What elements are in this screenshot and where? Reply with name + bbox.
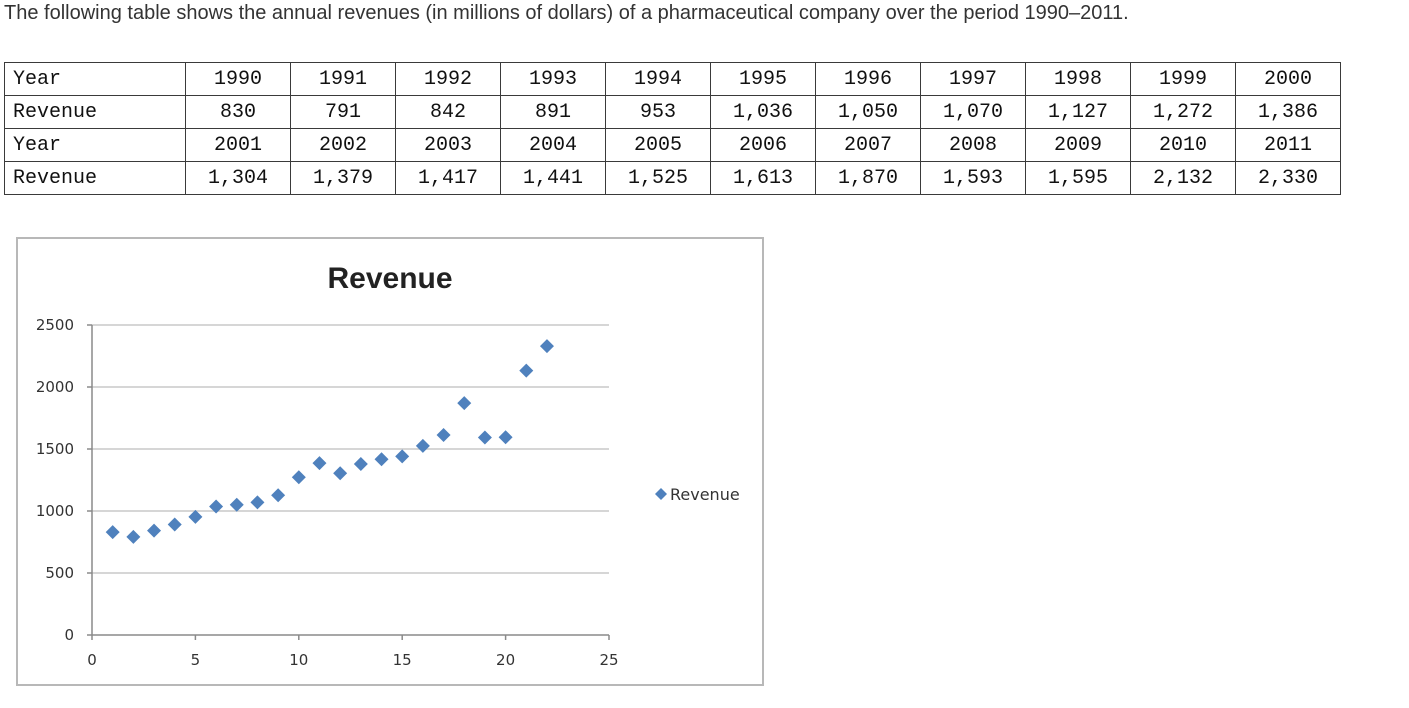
data-point bbox=[105, 525, 120, 540]
y-tick-label: 2000 bbox=[36, 378, 74, 396]
row-label: Revenue bbox=[4, 161, 186, 195]
data-point bbox=[374, 452, 389, 467]
table-cell: 1,304 bbox=[185, 161, 291, 195]
table-cell: 1,379 bbox=[290, 161, 396, 195]
table-cell: 2003 bbox=[395, 128, 501, 162]
data-point bbox=[209, 499, 224, 514]
table-cell: 1,593 bbox=[920, 161, 1026, 195]
table-cell: 1,417 bbox=[395, 161, 501, 195]
table-cell: 1991 bbox=[290, 62, 396, 96]
row-label: Year bbox=[4, 62, 186, 96]
table-cell: 1992 bbox=[395, 62, 501, 96]
x-tick-label: 25 bbox=[599, 651, 618, 669]
data-point bbox=[333, 466, 348, 481]
row-label: Revenue bbox=[4, 95, 186, 129]
data-point bbox=[188, 509, 203, 524]
table-cell: 1,525 bbox=[605, 161, 711, 195]
table-cell: 2001 bbox=[185, 128, 291, 162]
table-cell: 2005 bbox=[605, 128, 711, 162]
table-cell: 1,070 bbox=[920, 95, 1026, 129]
table-cell: 1990 bbox=[185, 62, 291, 96]
data-point bbox=[353, 457, 368, 472]
table-cell: 891 bbox=[500, 95, 606, 129]
data-point bbox=[498, 430, 513, 445]
x-tick-label: 20 bbox=[496, 651, 515, 669]
table-cell: 953 bbox=[605, 95, 711, 129]
table-cell: 1,441 bbox=[500, 161, 606, 195]
legend-label: Revenue bbox=[670, 485, 740, 504]
table-cell: 1999 bbox=[1130, 62, 1236, 96]
table-cell: 2,132 bbox=[1130, 161, 1236, 195]
y-tick-label: 1500 bbox=[36, 440, 74, 458]
table-cell: 2004 bbox=[500, 128, 606, 162]
table-row: Revenue 830 791 842 891 953 1,036 1,050 1,070 1,1… bbox=[4, 95, 1341, 129]
table-row: Revenue 1,304 1,379 1,417 1,441 1,525 1,613 1,8… bbox=[4, 161, 1341, 195]
data-point bbox=[395, 449, 410, 464]
table-cell: 1997 bbox=[920, 62, 1026, 96]
data-point bbox=[229, 497, 244, 512]
x-tick-label: 15 bbox=[393, 651, 412, 669]
table-cell: 1996 bbox=[815, 62, 921, 96]
table-cell: 2002 bbox=[290, 128, 396, 162]
table-cell: 2000 bbox=[1235, 62, 1341, 96]
table-cell: 1995 bbox=[710, 62, 816, 96]
table-cell: 1,595 bbox=[1025, 161, 1131, 195]
revenue-chart: 0 500 1000 1500 2000 2500 0 5 10 15 20 25 Revenue Rev… bbox=[16, 237, 764, 686]
table-cell: 1993 bbox=[500, 62, 606, 96]
data-point bbox=[519, 363, 534, 378]
x-tick-label: 0 bbox=[87, 651, 97, 669]
table-cell: 791 bbox=[290, 95, 396, 129]
table-cell: 1,036 bbox=[710, 95, 816, 129]
table-cell: 1,127 bbox=[1025, 95, 1131, 129]
data-point bbox=[477, 430, 492, 445]
x-tick-label: 10 bbox=[289, 651, 308, 669]
table-cell: 1994 bbox=[605, 62, 711, 96]
legend-marker bbox=[655, 488, 667, 500]
table-cell: 1998 bbox=[1025, 62, 1131, 96]
table-cell: 2008 bbox=[920, 128, 1026, 162]
data-point bbox=[291, 470, 306, 485]
data-point bbox=[415, 438, 430, 453]
table-cell: 1,272 bbox=[1130, 95, 1236, 129]
table-cell: 2010 bbox=[1130, 128, 1236, 162]
table-cell: 830 bbox=[185, 95, 291, 129]
data-point bbox=[312, 456, 327, 471]
table-cell: 2,330 bbox=[1235, 161, 1341, 195]
data-point bbox=[147, 523, 162, 538]
intro-text: The following table shows the annual rev… bbox=[4, 2, 1129, 24]
revenue-table: Year 1990 1991 1992 1993 1994 1995 1996 1997 1998… bbox=[4, 62, 1341, 195]
data-point bbox=[250, 495, 265, 510]
y-tick-label: 500 bbox=[45, 564, 74, 582]
table-cell: 2009 bbox=[1025, 128, 1131, 162]
data-point bbox=[271, 488, 286, 503]
row-label: Year bbox=[4, 128, 186, 162]
table-row: Year 2001 2002 2003 2004 2005 2006 2007 2008 2009… bbox=[4, 128, 1341, 162]
data-point bbox=[457, 396, 472, 411]
table-cell: 1,613 bbox=[710, 161, 816, 195]
table-cell: 2006 bbox=[710, 128, 816, 162]
table-row: Year 1990 1991 1992 1993 1994 1995 1996 1997 1998… bbox=[4, 62, 1341, 96]
table-cell: 2007 bbox=[815, 128, 921, 162]
y-tick-label: 0 bbox=[64, 626, 74, 644]
table-cell: 842 bbox=[395, 95, 501, 129]
chart-title: Revenue bbox=[327, 262, 452, 295]
x-tick-label: 5 bbox=[191, 651, 201, 669]
revenue-scatter-plot: 0 500 1000 1500 2000 2500 0 5 10 15 20 25 Revenue Rev… bbox=[36, 262, 740, 669]
data-point bbox=[539, 339, 554, 354]
table-cell: 1,386 bbox=[1235, 95, 1341, 129]
data-point bbox=[167, 517, 182, 532]
y-tick-label: 2500 bbox=[36, 316, 74, 334]
data-point bbox=[126, 529, 141, 544]
data-point bbox=[436, 427, 451, 442]
y-tick-label: 1000 bbox=[36, 502, 74, 520]
table-cell: 1,870 bbox=[815, 161, 921, 195]
table-cell: 1,050 bbox=[815, 95, 921, 129]
table-cell: 2011 bbox=[1235, 128, 1341, 162]
